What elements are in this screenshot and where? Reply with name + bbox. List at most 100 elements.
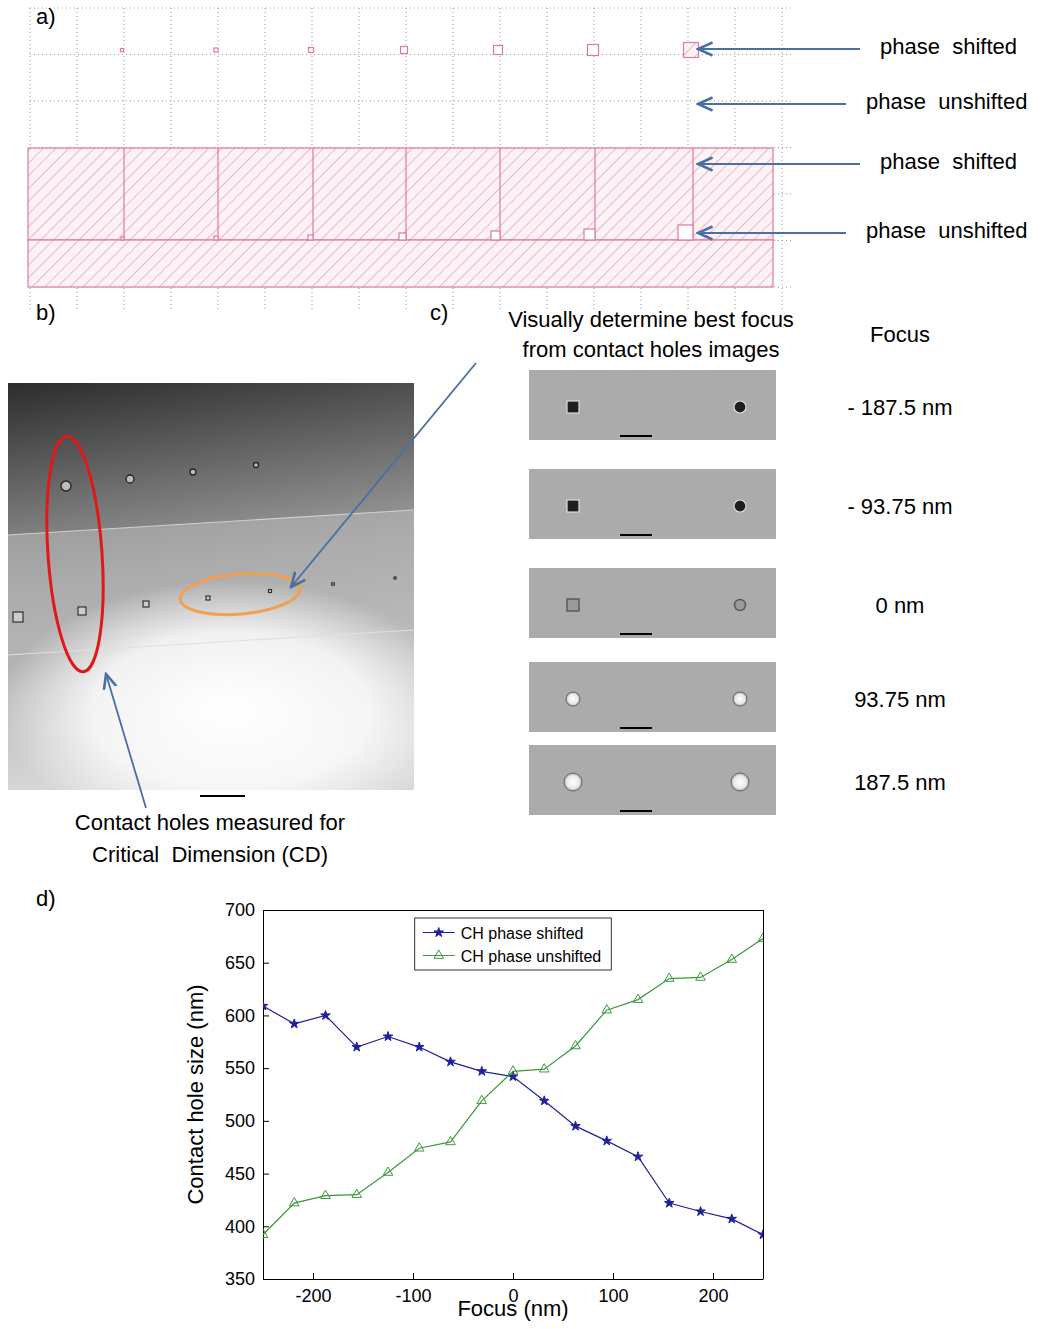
legend-marker xyxy=(434,950,444,958)
phase-unshifted-region xyxy=(28,240,773,287)
contact-hole xyxy=(566,692,580,706)
focus-label: 187.5 nm xyxy=(854,770,946,795)
data-point xyxy=(446,1136,456,1144)
panel-b: b)Contact holes measured forCritical Dim… xyxy=(0,300,460,867)
data-point xyxy=(508,1072,518,1081)
tick-mark xyxy=(263,963,269,964)
scale-bar xyxy=(620,810,652,812)
data-point xyxy=(633,994,643,1002)
arrow xyxy=(698,163,860,165)
contact-hole xyxy=(394,577,396,579)
focus-label: - 93.75 nm xyxy=(847,494,952,519)
data-point xyxy=(289,1198,299,1206)
sem-edge xyxy=(8,630,414,655)
legend-marker xyxy=(434,928,444,937)
data-point xyxy=(508,1066,518,1074)
series-line xyxy=(263,938,763,1234)
tick-mark xyxy=(713,1273,714,1279)
arrow xyxy=(291,363,476,587)
region-divider xyxy=(499,148,500,240)
contact-hole xyxy=(309,48,314,53)
data-point xyxy=(263,1229,268,1237)
tick-mark xyxy=(313,1273,314,1279)
tick-mark xyxy=(263,1226,269,1227)
tick-mark xyxy=(263,910,269,911)
focus-label: - 187.5 nm xyxy=(847,395,952,420)
grid-line xyxy=(30,8,792,9)
phase-label: phase unshifted xyxy=(866,89,1027,114)
axis-title: Focus (nm) xyxy=(457,1296,568,1321)
contact-hole xyxy=(308,235,313,240)
figure: a)phase shiftedphase unshiftedphase shif… xyxy=(0,0,1062,1329)
contact-hole xyxy=(13,612,23,622)
focus-image xyxy=(529,745,776,815)
data-point xyxy=(383,1032,393,1041)
data-point xyxy=(321,1010,331,1019)
highlight xyxy=(178,569,301,619)
annotation: Critical Dimension (CD) xyxy=(92,842,328,867)
contact-hole xyxy=(254,463,259,468)
highlight xyxy=(40,434,110,673)
tick-label: 600 xyxy=(225,1006,255,1026)
axis-line xyxy=(264,1279,764,1280)
contact-hole xyxy=(564,773,582,791)
data-point xyxy=(602,1136,612,1145)
tick: -200 xyxy=(295,1273,331,1306)
tick: 350 xyxy=(225,1269,269,1289)
contact-hole xyxy=(78,607,86,615)
tick-label: 550 xyxy=(225,1058,255,1078)
arrow xyxy=(698,103,846,105)
contact-hole xyxy=(684,43,699,58)
tick-label: 450 xyxy=(225,1164,255,1184)
data-point xyxy=(321,1190,331,1198)
phase-label: phase unshifted xyxy=(866,218,1027,243)
tick-label: 400 xyxy=(225,1217,255,1237)
tick-mark xyxy=(613,1273,614,1279)
region-divider xyxy=(123,148,124,240)
image-background xyxy=(529,568,776,638)
contact-hole xyxy=(494,46,503,55)
series-line xyxy=(263,1006,763,1235)
image-background xyxy=(529,469,776,539)
contact-hole xyxy=(401,47,408,54)
data-point xyxy=(664,973,674,981)
axis-title: Contact hole size (nm) xyxy=(183,984,208,1204)
sem-edge xyxy=(8,510,414,535)
data-point xyxy=(571,1040,581,1048)
plot-background xyxy=(263,910,763,1279)
data-point xyxy=(415,1042,425,1051)
tick: 700 xyxy=(225,900,269,920)
tick: 600 xyxy=(225,1006,269,1026)
data-point xyxy=(263,1001,268,1010)
contact-hole xyxy=(491,231,500,240)
contact-hole xyxy=(126,475,134,483)
data-point xyxy=(352,1042,362,1051)
legend-label: CH phase shifted xyxy=(461,925,584,942)
data-point xyxy=(477,1066,487,1075)
tick: -100 xyxy=(395,1273,431,1306)
arrow xyxy=(106,674,146,808)
grid-line xyxy=(782,8,783,312)
contact-hole xyxy=(214,48,218,52)
contact-hole xyxy=(588,45,599,56)
image-background xyxy=(529,370,776,440)
legend: CH phase shifted CH phase unshifted xyxy=(415,918,612,970)
scale-bar xyxy=(620,435,652,437)
plot-frame xyxy=(263,910,763,911)
data-point xyxy=(290,1019,300,1028)
panel-a: a)phase shiftedphase unshiftedphase shif… xyxy=(28,4,1027,312)
grid-line xyxy=(30,101,792,102)
arrow xyxy=(698,48,860,50)
column-title: Focus xyxy=(870,322,930,347)
tick-mark xyxy=(263,1174,269,1175)
scale-bar xyxy=(620,633,652,635)
region-divider xyxy=(594,148,595,240)
legend-item: CH phase unshifted xyxy=(423,948,602,965)
contact-hole xyxy=(121,237,124,240)
focus-image xyxy=(529,469,776,539)
data-point xyxy=(477,1095,487,1103)
tick-label: 100 xyxy=(598,1286,628,1306)
data-point xyxy=(696,1207,706,1216)
focus-image xyxy=(529,568,776,638)
tick-mark xyxy=(513,1273,514,1279)
